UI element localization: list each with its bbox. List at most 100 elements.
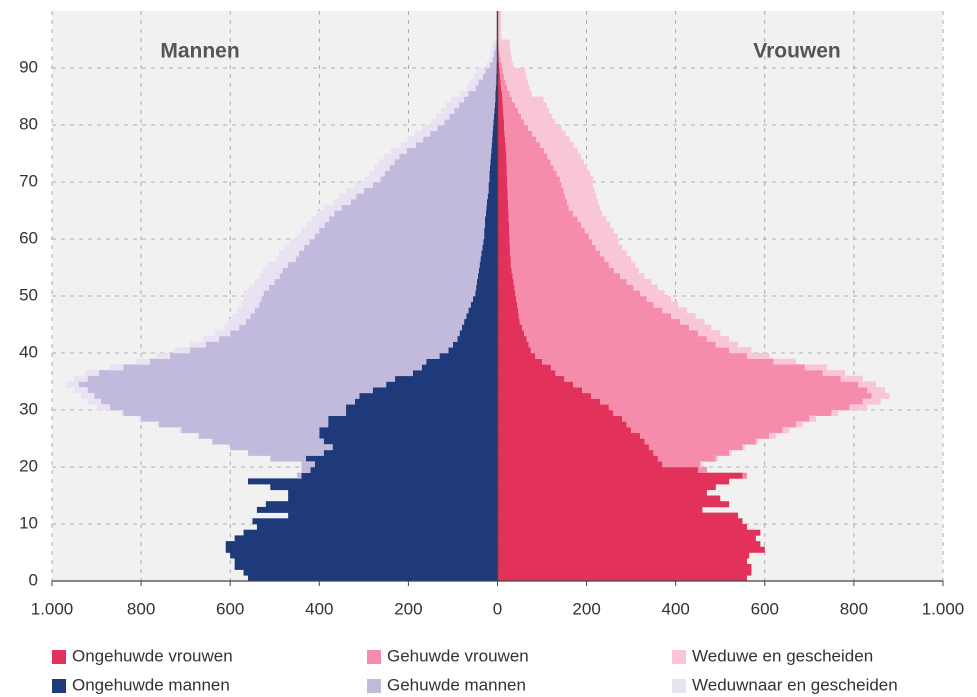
bar: [497, 358, 543, 365]
bar: [334, 210, 486, 217]
bar: [364, 176, 381, 183]
bar: [497, 398, 600, 405]
bar: [243, 569, 498, 576]
bar: [450, 96, 465, 103]
bar: [400, 142, 416, 149]
bar: [506, 159, 551, 166]
bar: [742, 444, 745, 451]
bar: [497, 159, 507, 166]
bar: [497, 575, 747, 582]
bar: [509, 244, 596, 251]
bar: [680, 318, 705, 325]
bar: [497, 130, 505, 137]
bar: [613, 410, 832, 416]
bar: [524, 119, 556, 126]
bar: [174, 347, 191, 354]
bar: [497, 489, 707, 496]
y-tick-label: 20: [19, 456, 38, 475]
bar: [324, 221, 486, 228]
bar: [477, 273, 498, 280]
bar: [475, 85, 496, 92]
bar: [497, 518, 743, 525]
bar: [608, 404, 850, 411]
bar: [263, 290, 476, 297]
bar: [497, 68, 500, 74]
bar: [384, 170, 490, 177]
bar: [496, 39, 498, 46]
bar: [633, 284, 658, 291]
bar: [268, 284, 477, 291]
bar: [526, 335, 707, 342]
bar: [309, 239, 484, 245]
bar: [492, 39, 497, 46]
bar: [519, 318, 681, 325]
bar: [497, 176, 508, 183]
bar: [480, 256, 498, 263]
bar: [454, 107, 495, 114]
y-tick-label: 40: [19, 342, 38, 361]
bar: [509, 233, 589, 240]
bar: [346, 187, 364, 194]
bar: [581, 221, 611, 228]
bar: [497, 318, 520, 325]
bar: [729, 347, 752, 354]
bar: [622, 415, 810, 422]
bar: [316, 210, 335, 217]
bar: [459, 90, 469, 97]
bar: [489, 170, 498, 177]
bar: [648, 444, 743, 451]
bar: [150, 358, 427, 365]
bar: [476, 68, 486, 74]
bar: [497, 261, 511, 268]
bar: [502, 96, 513, 103]
bar: [521, 113, 553, 120]
bar: [284, 244, 305, 251]
bar: [501, 85, 508, 92]
bar: [190, 347, 449, 354]
bar: [109, 404, 347, 411]
bar: [101, 398, 355, 405]
annotation: Vrouwen: [753, 40, 841, 63]
bar: [346, 404, 498, 411]
bar: [497, 199, 509, 206]
bar: [497, 136, 506, 143]
x-tick-label: 1.000: [922, 599, 965, 618]
bar: [243, 529, 498, 536]
bar: [497, 102, 503, 109]
bar: [219, 335, 458, 342]
bar: [374, 164, 390, 171]
y-tick-label: 60: [19, 228, 38, 247]
bar: [544, 147, 578, 154]
bar: [497, 22, 502, 29]
bar: [156, 421, 159, 428]
bar: [275, 256, 296, 263]
bar: [497, 187, 508, 194]
bar: [591, 392, 872, 399]
annotation: Mannen: [160, 40, 239, 63]
bar: [486, 204, 498, 211]
bar: [532, 130, 566, 137]
bar: [230, 330, 460, 337]
bar: [715, 341, 739, 348]
bar: [517, 307, 663, 314]
bar: [489, 176, 498, 183]
bar: [497, 410, 614, 416]
bar: [512, 96, 544, 103]
bar: [444, 119, 494, 126]
bar: [232, 313, 251, 320]
bar: [591, 239, 619, 245]
y-tick-label: 70: [19, 171, 38, 190]
bar: [481, 250, 498, 257]
bar: [354, 182, 373, 188]
bar: [697, 467, 707, 473]
bar: [662, 461, 701, 468]
bar: [497, 501, 730, 508]
bar: [510, 261, 609, 268]
bar: [497, 210, 509, 217]
bar: [653, 301, 678, 308]
bar: [500, 79, 506, 86]
bar: [497, 204, 509, 211]
bar: [568, 204, 600, 211]
bar: [497, 85, 502, 92]
bar: [509, 250, 600, 257]
